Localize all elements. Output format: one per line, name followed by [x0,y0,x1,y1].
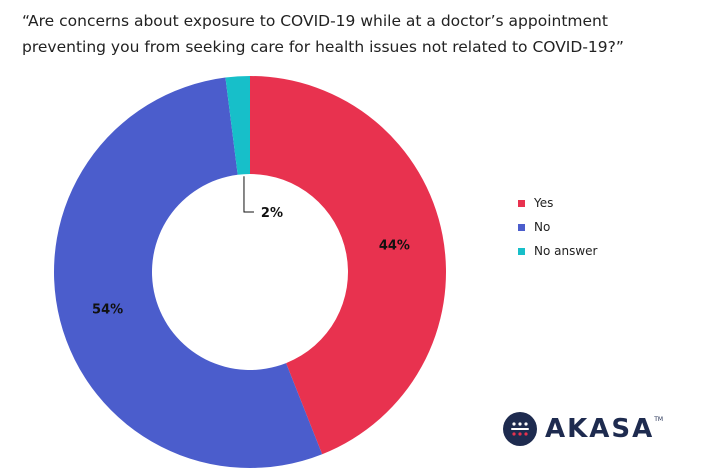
legend-swatch-no-answer [518,247,525,255]
title-line-2: preventing you from seeking care for hea… [22,38,624,56]
legend-swatch-no [518,223,525,231]
leader-line-no-answer [243,176,254,213]
legend-label-no: No [534,220,551,234]
akasa-logo: AKASA TM [503,412,663,446]
chart-legend: Yes No No answer [518,191,597,263]
chart-title: “Are concerns about exposure to COVID-19… [22,8,682,60]
legend-item-no: No [518,215,597,239]
donut-slice-no [53,77,323,468]
legend-item-yes: Yes [518,191,597,215]
data-label-no-answer: 2% [261,206,283,221]
title-line-1: “Are concerns about exposure to COVID-19… [22,12,608,30]
legend-swatch-yes [518,199,525,207]
legend-label-no-answer: No answer [534,244,598,258]
data-label-no: 54% [92,303,123,318]
akasa-wordmark: AKASA [545,414,655,444]
legend-label-yes: Yes [534,196,554,210]
donut-slice-no-answer [225,76,250,175]
legend-item-no-answer: No answer [518,239,597,263]
trademark-symbol: TM [654,416,664,423]
data-label-yes: 44% [379,238,410,253]
donut-slice-yes [250,76,446,455]
akasa-logo-icon [503,412,537,446]
